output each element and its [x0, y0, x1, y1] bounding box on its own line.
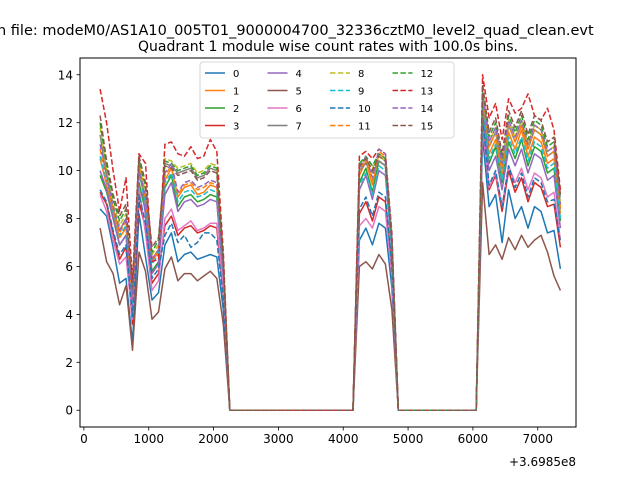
series-line-15 [99, 83, 562, 411]
y-tick-label: 2 [65, 356, 73, 370]
plot-area: 0 1000 2000 3000 4000 5000 6000 700002468101214… [58, 61, 562, 446]
legend-label-6: 6 [296, 104, 302, 115]
x-tick-label: 1000 [133, 432, 164, 446]
x-tick-label: 3000 [263, 432, 294, 446]
legend-label-5: 5 [296, 87, 302, 98]
y-tick-label: 12 [58, 116, 73, 130]
legend-label-13: 13 [421, 87, 434, 98]
y-tick-label: 0 [65, 404, 73, 418]
y-tick-label: 6 [65, 260, 73, 274]
legend-label-14: 14 [421, 104, 434, 115]
x-tick-label: 6000 [458, 432, 489, 446]
legend-label-10: 10 [358, 104, 371, 115]
x-tick-label: 2000 [198, 432, 229, 446]
figure-suptitle: n file: modeM0/AS1A10_005T01_9000004700_… [0, 23, 594, 39]
legend-frame [199, 61, 455, 139]
x-tick-label: 5000 [393, 432, 424, 446]
legend-label-4: 4 [296, 69, 302, 80]
y-tick-label: 8 [65, 212, 73, 226]
y-tick-label: 4 [65, 308, 73, 322]
chart-title: Quadrant 1 module wise count rates with … [138, 39, 518, 55]
x-axis-offset-label: +3.6985e8 [509, 455, 576, 469]
y-tick-label: 14 [58, 68, 73, 82]
x-tick-label: 4000 [328, 432, 359, 446]
legend-label-15: 15 [421, 122, 434, 133]
y-tick-label: 10 [58, 164, 73, 178]
legend-label-9: 9 [358, 87, 364, 98]
axes-frame [79, 57, 577, 428]
series-lines [99, 74, 562, 411]
legend-label-2: 2 [233, 104, 239, 115]
legend-label-12: 12 [421, 69, 434, 80]
x-tick-label: 0 [80, 432, 88, 446]
legend-label-11: 11 [358, 122, 371, 133]
legend-label-1: 1 [233, 87, 239, 98]
x-tick-label: 7000 [522, 432, 553, 446]
legend-label-0: 0 [233, 69, 239, 80]
legend-label-3: 3 [233, 122, 239, 133]
legend-label-8: 8 [358, 69, 364, 80]
legend-label-7: 7 [296, 122, 302, 133]
